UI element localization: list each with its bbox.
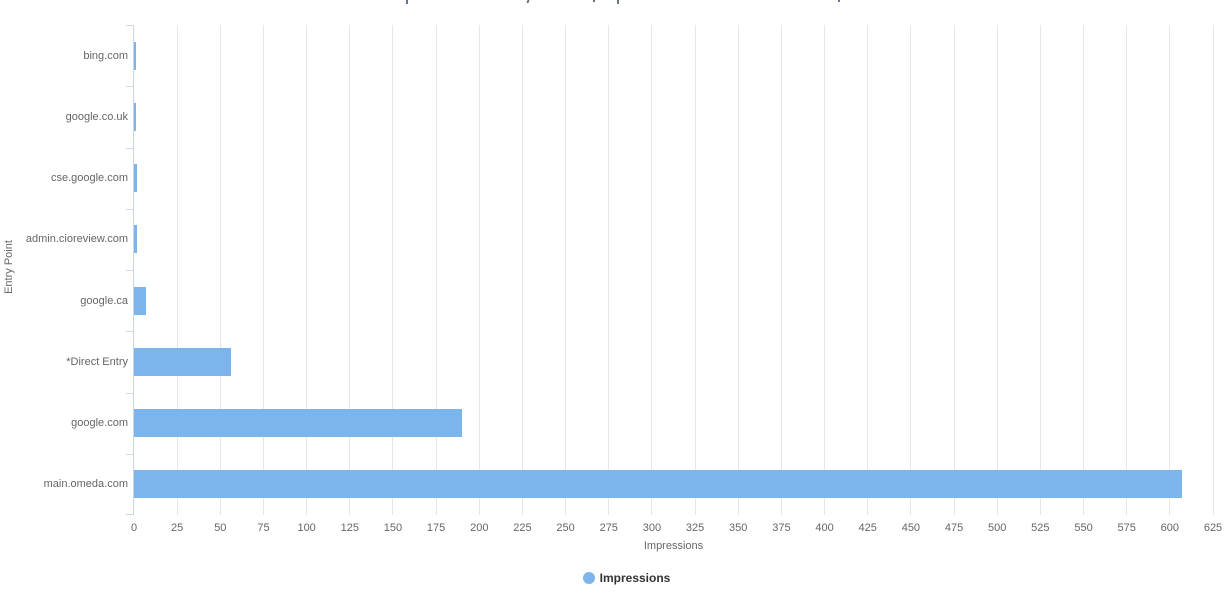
- x-tick-label: 400: [815, 522, 834, 534]
- bar-direct-entry[interactable]: [134, 347, 231, 376]
- x-gridline: [1169, 25, 1171, 515]
- x-tick-label: 500: [988, 522, 1007, 534]
- x-tick-label: 425: [858, 522, 877, 534]
- x-tick-label: 75: [257, 522, 270, 534]
- x-gridline: [521, 25, 523, 515]
- x-gridline: [176, 25, 178, 515]
- legend-marker-circle: [582, 572, 595, 584]
- x-gridline: [478, 25, 480, 515]
- y-category-label: admin.cioreview.com: [25, 233, 128, 246]
- x-tick-label: 0: [130, 522, 138, 534]
- y-axis-tick: [126, 208, 133, 210]
- x-tick-label: 225: [513, 522, 532, 534]
- x-gridline: [349, 25, 351, 515]
- y-category-label: google.co.uk: [65, 110, 128, 123]
- y-category-label: bing.com: [83, 49, 128, 62]
- x-gridline: [651, 25, 653, 515]
- x-tick-label: 125: [340, 522, 359, 534]
- bar-bing-com[interactable]: [134, 41, 136, 70]
- title-descender-fragment: [406, 0, 408, 4]
- x-tick-label: 575: [1117, 522, 1136, 534]
- legend-item-label: Impressions: [599, 571, 671, 585]
- x-tick-label: 100: [297, 522, 316, 534]
- x-tick-label: 550: [1074, 522, 1093, 534]
- title-descender-fragment: [593, 0, 595, 2]
- bar-main-omeda-com[interactable]: [134, 470, 1182, 499]
- bar-cse-google-com[interactable]: [134, 164, 138, 193]
- x-tick-label: 375: [772, 522, 791, 534]
- x-gridline: [867, 25, 869, 515]
- x-gridline: [1126, 25, 1128, 515]
- x-tick-label: 325: [685, 522, 705, 534]
- title-descender-fragment: [838, 0, 840, 2]
- y-category-label: *Direct Entry: [66, 355, 128, 368]
- x-tick-label: 350: [729, 522, 748, 534]
- x-gridline: [953, 25, 955, 515]
- y-axis-tick: [126, 331, 133, 333]
- x-tick-label: 25: [171, 522, 184, 534]
- x-tick-label: 300: [642, 522, 662, 534]
- x-gridline: [780, 25, 782, 515]
- x-gridline: [1212, 25, 1214, 515]
- x-gridline: [1039, 25, 1041, 515]
- x-tick-label: 50: [214, 522, 227, 534]
- bar-google-ca[interactable]: [134, 286, 147, 315]
- y-category-label: cse.google.com: [50, 172, 128, 185]
- legend-item-impressions[interactable]: Impressions: [582, 571, 671, 585]
- x-tick-label: 600: [1160, 522, 1180, 534]
- x-tick-label: 200: [470, 522, 489, 534]
- y-category-label: google.com: [71, 417, 128, 430]
- x-tick-label: 450: [901, 522, 921, 534]
- x-gridline: [565, 25, 567, 515]
- x-gridline: [219, 25, 221, 515]
- x-tick-label: 150: [383, 522, 403, 534]
- y-axis-tick: [126, 453, 133, 455]
- x-tick-label: 625: [1203, 522, 1223, 534]
- y-category-label: google.ca: [80, 294, 128, 307]
- y-axis-tick: [126, 392, 133, 394]
- x-tick-label: 175: [426, 522, 446, 534]
- y-axis-tick: [126, 86, 133, 88]
- y-axis-tick: [126, 514, 133, 515]
- y-axis-tick: [126, 25, 133, 26]
- x-gridline: [694, 25, 696, 515]
- x-gridline: [392, 25, 394, 515]
- x-gridline: [737, 25, 739, 515]
- y-axis-tick: [126, 270, 133, 271]
- legend: Impressions: [0, 571, 1227, 585]
- x-tick-label: 250: [556, 522, 575, 534]
- title-descender-fragment: [617, 0, 619, 4]
- bar-google-com[interactable]: [134, 409, 463, 438]
- plot-area: [126, 25, 1214, 515]
- y-axis-category-labels: bing.com google.co.uk cse.google.com admin.…: [0, 25, 128, 515]
- y-axis-tick: [126, 147, 133, 149]
- x-gridline: [306, 25, 308, 515]
- y-category-label: main.omeda.com: [43, 478, 128, 491]
- bar-google-co-uk[interactable]: [134, 102, 136, 131]
- x-gridline: [1083, 25, 1085, 515]
- x-gridline: [824, 25, 826, 515]
- x-tick-label: 525: [1031, 522, 1050, 534]
- title-descender-fragment: [526, 0, 530, 3]
- bar-admin-cioreview-com[interactable]: [134, 225, 138, 254]
- x-gridline: [262, 25, 264, 515]
- x-gridline: [435, 25, 437, 515]
- x-gridline: [996, 25, 998, 515]
- x-tick-label: 475: [944, 522, 964, 534]
- x-axis-title: Impressions: [643, 540, 704, 552]
- x-gridline: [608, 25, 610, 515]
- y-axis-line: [133, 25, 134, 515]
- x-gridline: [910, 25, 912, 515]
- x-tick-label: 275: [599, 522, 618, 534]
